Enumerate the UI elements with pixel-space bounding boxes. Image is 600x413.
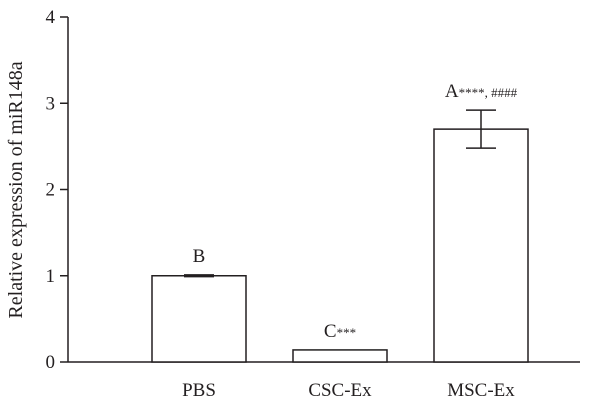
- bar-msc-ex: [433, 128, 529, 363]
- x-tick-label: MSC-Ex: [447, 380, 515, 401]
- bar-csc-ex: [292, 349, 388, 363]
- y-tick-label: 4: [46, 7, 56, 28]
- bars: [151, 128, 529, 363]
- y-tick-label: 0: [46, 352, 56, 373]
- x-tick-labels: PBS CSC-Ex MSC-Ex: [182, 380, 515, 401]
- bar-annotation: B: [193, 246, 206, 267]
- bar-annotation: A****, ####: [445, 81, 518, 102]
- bar-annotations: B C*** A****, ####: [193, 81, 518, 342]
- bar-annotation: C***: [324, 321, 356, 342]
- y-tick-label: 1: [46, 266, 56, 287]
- y-axis-label: Relative expression of miR148a: [5, 61, 27, 318]
- y-tick-label: 2: [46, 180, 56, 201]
- y-tick-label: 3: [46, 93, 56, 114]
- x-tick-label: CSC-Ex: [308, 380, 372, 401]
- y-ticks: 0 1 2 3 4: [46, 7, 68, 373]
- x-tick-label: PBS: [182, 380, 216, 401]
- error-bars: [184, 109, 496, 278]
- bar-pbs: [151, 275, 247, 363]
